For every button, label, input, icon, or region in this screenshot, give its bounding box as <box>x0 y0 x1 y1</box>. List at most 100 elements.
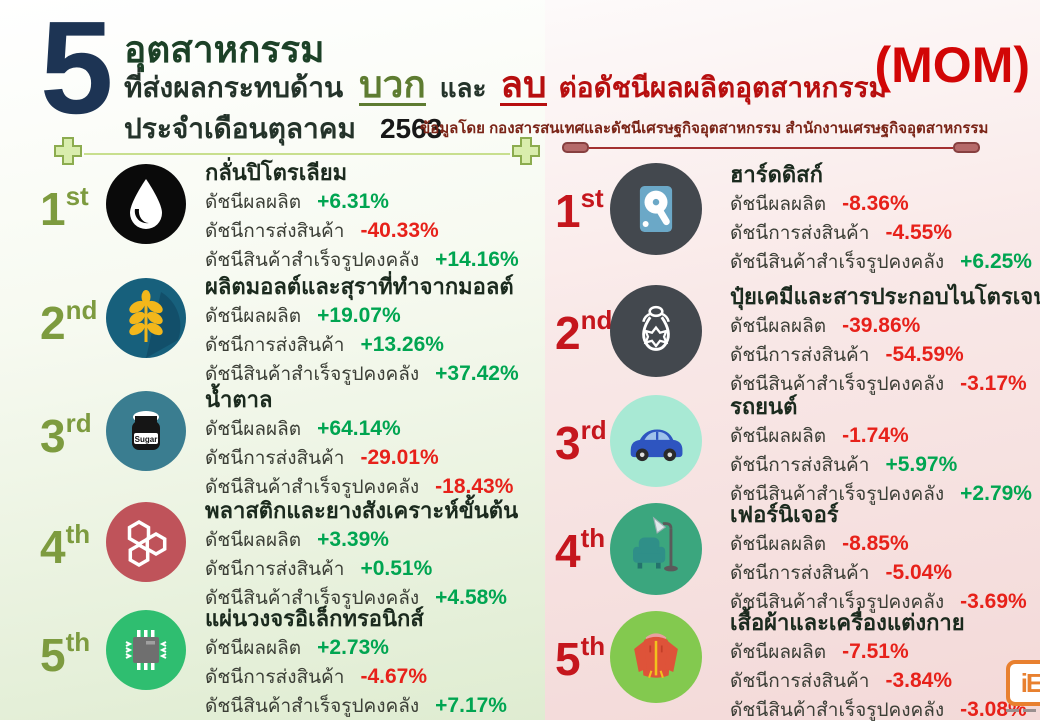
inventory-index-row: ดัชนีสินค้าสำเร็จรูปคงคลัง -3.17% <box>730 370 1040 399</box>
source-note: ข้อมูลโดย กองสารสนเทศและดัชนีเศรษฐกิจอุต… <box>420 120 989 137</box>
metric-label: ดัชนีผลผลิต <box>205 192 302 213</box>
metric-label: ดัชนีการส่งสินค้า <box>730 563 870 584</box>
industry-name: รถยนต์ <box>730 394 798 419</box>
metric-value: +2.79% <box>960 482 1032 505</box>
and-word: และ <box>439 73 487 103</box>
production-index-row: ดัชนีผลผลิต +2.73% <box>205 634 507 663</box>
negative-divider <box>562 142 980 153</box>
metric-value: -3.84% <box>885 669 952 692</box>
metric-label: ดัชนีผลผลิต <box>730 642 827 663</box>
production-index-row: ดัชนีผลผลิต +19.07% <box>205 302 519 331</box>
oil-drop-icon <box>106 164 186 249</box>
rank-label: 5th <box>555 630 606 685</box>
metric-label: ดัชนีสินค้าสำเร็จรูปคงคลัง <box>730 484 945 505</box>
production-index-row: ดัชนีผลผลิต +3.39% <box>205 526 518 555</box>
metric-value: -5.04% <box>885 561 952 584</box>
industry-row-positive-1: 1st กลั่นปิโตรเลียม ดัชนีผลผลิต +6.31% ด… <box>40 156 540 271</box>
industry-name: เฟอร์นิเจอร์ <box>730 502 839 527</box>
hard-disk-icon <box>610 163 702 260</box>
rank-label: 2nd <box>40 294 98 349</box>
metric-label: ดัชนีสินค้าสำเร็จรูปคงคลัง <box>205 364 420 385</box>
industry-row-positive-5: 5th แผ่นวงจรอิเล็กทรอนิกส์ ดัชนีผลผลิต +… <box>40 602 540 717</box>
metric-value: -4.67% <box>360 665 427 688</box>
metric-value: -39.86% <box>842 314 921 337</box>
plus-icon <box>510 135 542 172</box>
period-line: ประจำเดือนตุลาคม 2563 <box>124 107 442 151</box>
industry-name: กลั่นปิโตรเลียม <box>205 160 348 185</box>
divider-line <box>589 146 953 149</box>
production-index-row: ดัชนีผลผลิต -7.51% <box>730 638 1027 667</box>
metric-value: +37.42% <box>435 362 519 385</box>
svg-text:Sugar: Sugar <box>135 435 158 444</box>
period-year: 2563 <box>379 113 443 144</box>
metric-label: ดัชนีการส่งสินค้า <box>730 223 870 244</box>
metric-label: ดัชนีการส่งสินค้า <box>205 559 345 580</box>
shipment-index-row: ดัชนีการส่งสินค้า -4.55% <box>730 219 1032 248</box>
metric-value: +0.51% <box>360 557 433 580</box>
rank-label: 2nd <box>555 304 613 359</box>
industry-row-negative-3: 3rd รถยนต์ ดัชนีผลผลิต -1.74% ดัชนีการส่… <box>555 390 1040 505</box>
divider-line <box>84 152 510 155</box>
industry-name: ผลิตมอลต์และสุราที่ทำจากมอลต์ <box>205 274 514 299</box>
metric-value: +4.58% <box>435 586 507 609</box>
wheat-malt-icon <box>106 278 186 363</box>
inventory-index-row: ดัชนีสินค้าสำเร็จรูปคงคลัง +2.79% <box>730 480 1032 509</box>
industry-row-negative-5: 5th เสื้อผ้าและเครื่องแต่งกาย ดัชนีผลผลิ… <box>555 606 1040 721</box>
shipment-index-row: ดัชนีการส่งสินค้า +0.51% <box>205 555 518 584</box>
rank-label: 1st <box>40 180 89 235</box>
shipment-index-row: ดัชนีการส่งสินค้า +5.97% <box>730 451 1032 480</box>
rank-label: 5th <box>40 626 91 681</box>
metric-value: -54.59% <box>885 343 964 366</box>
metric-label: ดัชนีการส่งสินค้า <box>205 667 345 688</box>
inventory-index-row: ดัชนีสินค้าสำเร็จรูปคงคลัง -3.08% <box>730 696 1027 725</box>
inventory-index-row: ดัชนีสินค้าสำเร็จรูปคงคลัง +4.58% <box>205 584 518 613</box>
shipment-index-row: ดัชนีการส่งสินค้า -3.84% <box>730 667 1027 696</box>
production-index-row: ดัชนีผลผลิต +6.31% <box>205 188 519 217</box>
production-index-row: ดัชนีผลผลิต -1.74% <box>730 422 1032 451</box>
metric-label: ดัชนีผลผลิต <box>730 426 827 447</box>
metric-value: -8.36% <box>842 192 909 215</box>
metric-value: -3.69% <box>960 590 1027 613</box>
metric-label: ดัชนีสินค้าสำเร็จรูปคงคลัง <box>730 252 945 273</box>
rank-label: 4th <box>40 518 91 573</box>
industry-name: แผ่นวงจรอิเล็กทรอนิกส์ <box>205 606 424 631</box>
metric-label: ดัชนีผลผลิต <box>205 530 302 551</box>
big-number: 5 <box>40 0 114 141</box>
oie-logo-caption <box>1006 709 1040 712</box>
industry-name: พลาสติกและยางสังเคราะห์ขั้นต้น <box>205 498 519 523</box>
metric-value: +5.97% <box>885 453 958 476</box>
metric-value: -3.17% <box>960 372 1027 395</box>
industry-row-negative-2: 2nd ปุ๋ยเคมีและสารประกอบไนโตรเจน ดัชนีผล… <box>555 280 1040 395</box>
metric-value: +13.26% <box>360 333 444 356</box>
inventory-index-row: ดัชนีสินค้าสำเร็จรูปคงคลัง +37.42% <box>205 360 519 389</box>
production-index-row: ดัชนีผลผลิต +64.14% <box>205 415 513 444</box>
metric-label: ดัชนีผลผลิต <box>205 306 302 327</box>
metric-label: ดัชนีผลผลิต <box>730 316 827 337</box>
shipment-index-row: ดัชนีการส่งสินค้า -40.33% <box>205 217 519 246</box>
pill-icon <box>562 142 589 153</box>
metric-label: ดัชนีผลผลิต <box>730 194 827 215</box>
metric-value: -7.51% <box>842 640 909 663</box>
inventory-index-row: ดัชนีสินค้าสำเร็จรูปคงคลัง +6.25% <box>730 248 1032 277</box>
metric-label: ดัชนีสินค้าสำเร็จรูปคงคลัง <box>205 477 420 498</box>
metric-label: ดัชนีสินค้าสำเร็จรูปคงคลัง <box>205 250 420 271</box>
oie-logo: iE <box>1006 660 1040 712</box>
metric-label: ดัชนีการส่งสินค้า <box>205 221 345 242</box>
metric-value: -4.55% <box>885 221 952 244</box>
metric-value: +3.39% <box>317 528 389 551</box>
shipment-index-row: ดัชนีการส่งสินค้า -29.01% <box>205 444 513 473</box>
industry-row-negative-4: 4th เฟอร์นิเจอร์ ดัชนีผลผลิต -8.85% ดัชน… <box>555 498 1040 613</box>
subtitle-prefix: ที่ส่งผลกระทบด้าน <box>124 72 344 103</box>
metric-label: ดัชนีผลผลิต <box>205 638 302 659</box>
inventory-index-row: ดัชนีสินค้าสำเร็จรูปคงคลัง -18.43% <box>205 473 513 502</box>
industry-name: ปุ๋ยเคมีและสารประกอบไนโตรเจน <box>730 284 1040 309</box>
metric-value: +2.73% <box>317 636 389 659</box>
oie-logo-mark: iE <box>1006 660 1040 706</box>
rank-label: 3rd <box>555 414 607 469</box>
metric-value: +6.31% <box>317 190 389 213</box>
industry-row-positive-3: 3rd Sugar น้ำตาล ดัชนีผลผลิต +64.14% ดัช… <box>40 383 540 498</box>
period-label: ประจำเดือนตุลาคม <box>124 113 356 144</box>
metric-label: ดัชนีการส่งสินค้า <box>730 671 870 692</box>
industry-row-negative-1: 1st ฮาร์ดดิสก์ ดัชนีผลผลิต -8.36% ดัชนีก… <box>555 158 1040 273</box>
fertilizer-sack-icon <box>610 285 702 382</box>
